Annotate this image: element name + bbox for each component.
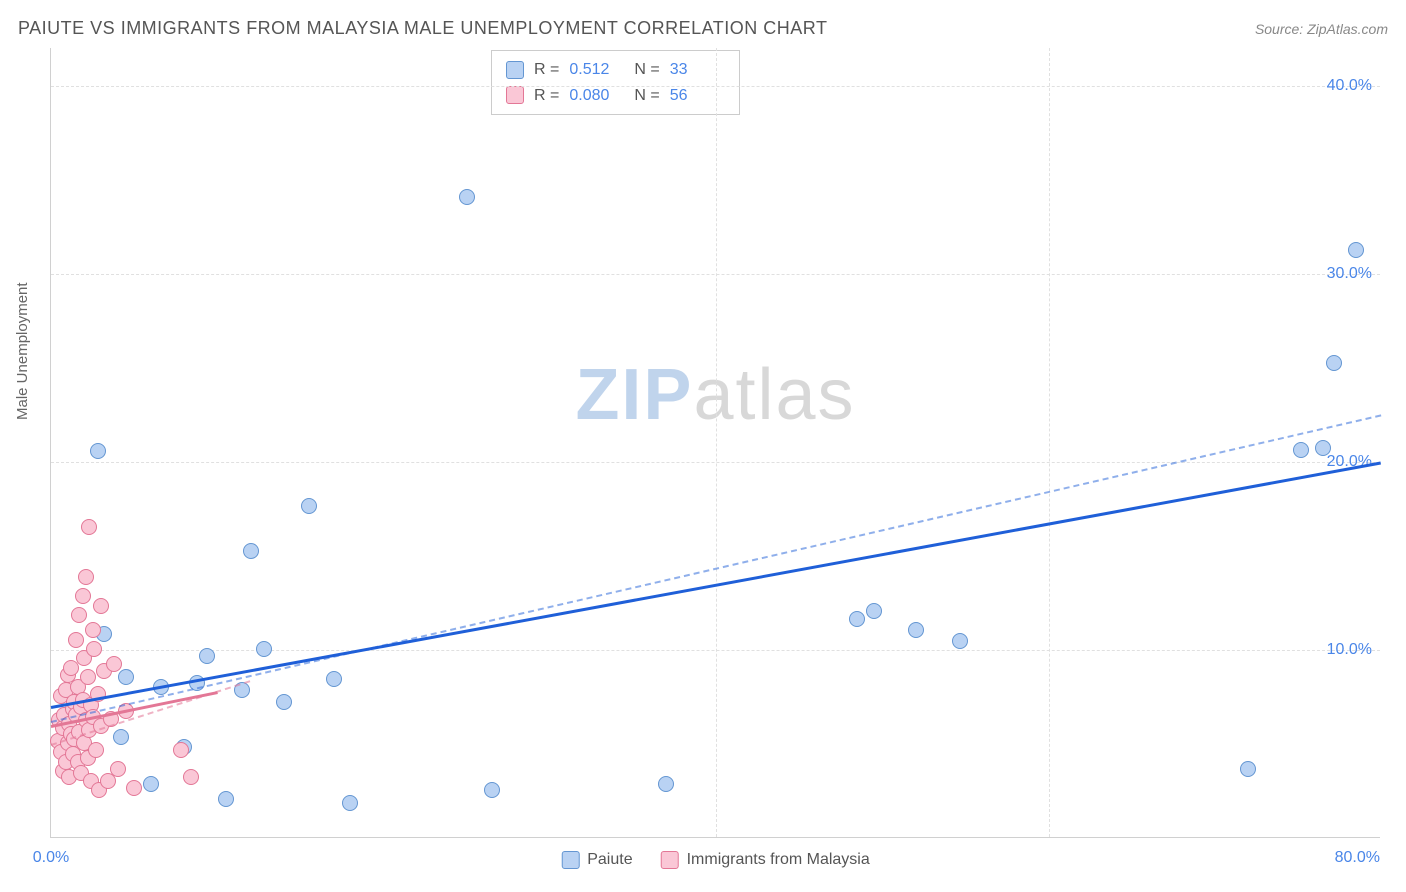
- scatter-point-malaysia: [88, 742, 104, 758]
- scatter-point-malaysia: [85, 622, 101, 638]
- scatter-point-paiute: [256, 641, 272, 657]
- stat-n-label: N =: [634, 57, 659, 83]
- scatter-point-paiute: [484, 782, 500, 798]
- scatter-point-malaysia: [81, 519, 97, 535]
- ytick-label: 10.0%: [1327, 641, 1372, 659]
- legend-label: Paiute: [587, 851, 632, 869]
- legend-swatch: [661, 851, 679, 869]
- scatter-point-paiute: [849, 611, 865, 627]
- stat-r-label: R =: [534, 57, 559, 83]
- scatter-point-paiute: [90, 443, 106, 459]
- scatter-point-paiute: [459, 189, 475, 205]
- scatter-point-paiute: [658, 776, 674, 792]
- legend-stats-row: R =0.512N =33: [506, 57, 725, 83]
- scatter-point-paiute: [342, 795, 358, 811]
- scatter-point-malaysia: [173, 742, 189, 758]
- scatter-point-malaysia: [75, 588, 91, 604]
- scatter-point-paiute: [118, 669, 134, 685]
- xtick-label: 80.0%: [1335, 849, 1380, 867]
- scatter-point-malaysia: [80, 669, 96, 685]
- scatter-chart: ZIPatlas R =0.512N =33R =0.080N =56 Paiu…: [50, 48, 1380, 838]
- scatter-point-malaysia: [78, 569, 94, 585]
- scatter-point-malaysia: [126, 780, 142, 796]
- scatter-point-paiute: [218, 791, 234, 807]
- legend-bottom: Paiute Immigrants from Malaysia: [561, 851, 870, 869]
- legend-label: Immigrants from Malaysia: [687, 851, 870, 869]
- legend-swatch: [506, 86, 524, 104]
- scatter-point-malaysia: [71, 607, 87, 623]
- page-title: PAIUTE VS IMMIGRANTS FROM MALAYSIA MALE …: [18, 18, 827, 39]
- scatter-point-paiute: [326, 671, 342, 687]
- scatter-point-malaysia: [68, 632, 84, 648]
- scatter-point-paiute: [276, 694, 292, 710]
- scatter-point-paiute: [199, 648, 215, 664]
- scatter-point-malaysia: [93, 598, 109, 614]
- y-axis-label: Male Unemployment: [14, 282, 31, 420]
- scatter-point-paiute: [143, 776, 159, 792]
- gridline-v: [716, 48, 717, 837]
- ytick-label: 30.0%: [1327, 265, 1372, 283]
- scatter-point-paiute: [1240, 761, 1256, 777]
- scatter-point-paiute: [1348, 242, 1364, 258]
- scatter-point-paiute: [301, 498, 317, 514]
- scatter-point-paiute: [1293, 442, 1309, 458]
- scatter-point-paiute: [866, 603, 882, 619]
- ytick-label: 40.0%: [1327, 77, 1372, 95]
- legend-item: Immigrants from Malaysia: [661, 851, 870, 869]
- gridline-v: [1049, 48, 1050, 837]
- scatter-point-paiute: [952, 633, 968, 649]
- xtick-label: 0.0%: [33, 849, 69, 867]
- scatter-point-malaysia: [110, 761, 126, 777]
- scatter-point-paiute: [243, 543, 259, 559]
- scatter-point-paiute: [113, 729, 129, 745]
- stat-r-value: 0.512: [569, 57, 624, 83]
- scatter-point-malaysia: [86, 641, 102, 657]
- scatter-point-malaysia: [106, 656, 122, 672]
- scatter-point-paiute: [908, 622, 924, 638]
- legend-item: Paiute: [561, 851, 632, 869]
- legend-swatch: [506, 61, 524, 79]
- scatter-point-malaysia: [183, 769, 199, 785]
- legend-swatch: [561, 851, 579, 869]
- legend-stats-box: R =0.512N =33R =0.080N =56: [491, 50, 740, 115]
- scatter-point-paiute: [1326, 355, 1342, 371]
- source-attribution: Source: ZipAtlas.com: [1255, 21, 1388, 37]
- scatter-point-paiute: [1315, 440, 1331, 456]
